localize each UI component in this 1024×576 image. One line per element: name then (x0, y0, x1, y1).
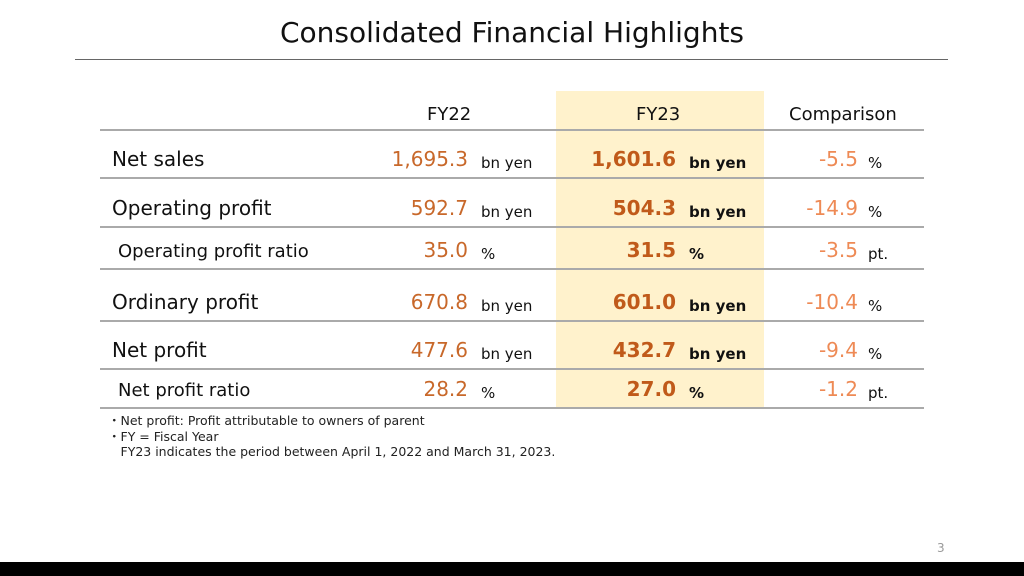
table-row: Net profit ratio 28.2% 27.0% -1.2 pt. (100, 370, 924, 409)
comparison-value: -3.5 (818, 238, 858, 262)
comparison-unit: pt. (868, 245, 889, 263)
header-fy22: FY22 (427, 104, 472, 125)
fy23-unit: % (689, 245, 705, 263)
header-comparison: Comparison (789, 104, 897, 125)
fy23-unit: bn yen (689, 203, 747, 221)
fy23-value: 432.7 (612, 338, 676, 362)
fy23-value: 504.3 (612, 196, 676, 220)
fy22-value: 477.6 (410, 338, 468, 362)
fy22-unit: bn yen (481, 345, 533, 363)
comparison-value: -1.2 (818, 377, 858, 401)
page-number: 3 (937, 541, 945, 555)
row-label: Net profit ratio (118, 380, 251, 401)
fy23-unit: bn yen (689, 297, 747, 315)
table-header (100, 91, 924, 131)
fy23-unit: % (689, 384, 705, 402)
comparison-unit: pt. (868, 384, 889, 402)
fy23-value: 31.5 (626, 238, 676, 262)
comparison-unit: % (868, 297, 883, 315)
footnote: ・FY = Fiscal Year (108, 428, 219, 444)
fy22-value: 592.7 (410, 196, 468, 220)
row-label: Operating profit ratio (118, 241, 309, 262)
table-row: Net sales 1,695.3 bn yen 1,601.6 bn yen -5.5% (100, 131, 924, 179)
fy23-value: 601.0 (612, 290, 676, 314)
fy23-value: 1,601.6 (591, 147, 676, 171)
comparison-value: -14.9 (806, 196, 858, 220)
comparison-value: -9.4 (818, 338, 858, 362)
fy22-value: 35.0 (423, 238, 468, 262)
table-row: Net profit 477.6 bn yen 432.7 bn yen -9.4% (100, 322, 924, 370)
fy22-unit: bn yen (481, 154, 533, 172)
footnote: ・Net profit: Profit attributable to owne… (108, 413, 425, 428)
fy22-value: 28.2 (423, 377, 468, 401)
footnotes: ・Net profit: Profit attributable to owne… (108, 413, 555, 460)
comparison-unit: % (868, 154, 883, 172)
comparison-value: -5.5 (818, 147, 858, 171)
slide-title: Consolidated Financial Highlights (279, 16, 745, 49)
fy23-value: 27.0 (626, 377, 676, 401)
fy22-unit: % (481, 384, 496, 402)
table-row: Operating profit 592.7 bn yen 504.3 bn yen -1… (100, 179, 924, 228)
fy22-unit: bn yen (481, 203, 533, 221)
fy23-unit: bn yen (689, 345, 747, 363)
fy22-unit: bn yen (481, 297, 533, 315)
fy22-value: 1,695.3 (391, 147, 468, 171)
row-label: Net profit (112, 338, 207, 362)
table-row: Ordinary profit 670.8 bn yen 601.0 bn yen -10… (100, 270, 924, 322)
comparison-value: -10.4 (806, 290, 858, 314)
row-label: Operating profit (112, 196, 272, 220)
row-label: Net sales (112, 147, 205, 171)
bottom-bar (0, 562, 1024, 576)
fy22-unit: % (481, 245, 496, 263)
table-row: Operating profit ratio 35.0% 31.5% -3.5 pt. (100, 228, 924, 270)
title-divider (75, 59, 948, 60)
fy23-unit: bn yen (689, 154, 747, 172)
comparison-unit: % (868, 203, 883, 221)
header-fy23: FY23 (636, 104, 681, 125)
comparison-unit: % (868, 345, 883, 363)
row-label: Ordinary profit (112, 290, 259, 314)
footnote: FY23 indicates the period between April … (108, 444, 556, 459)
fy23-highlight (556, 91, 764, 408)
fy22-value: 670.8 (410, 290, 468, 314)
